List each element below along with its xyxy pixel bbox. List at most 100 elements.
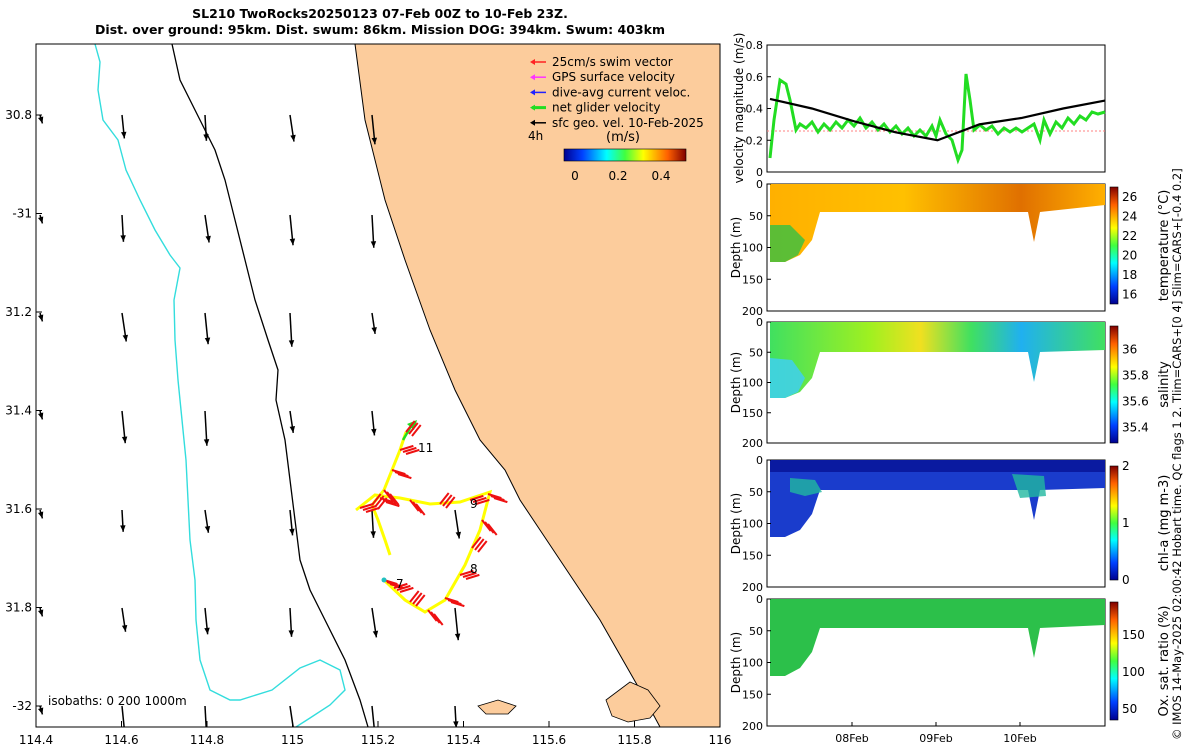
map-xtick-label: 114.4 — [19, 733, 53, 747]
temperature-panel: 0 50 100 150 200 Depth (m) — [729, 178, 1106, 318]
geo-vector-head — [288, 630, 294, 637]
geo-vector-head — [371, 428, 377, 436]
chla-max-layer — [790, 474, 1046, 498]
time-xtick-label: 10Feb — [1003, 732, 1036, 745]
swim-vector — [415, 503, 426, 516]
swim-vector — [444, 597, 459, 604]
colorbar-tick-label: 0 — [1122, 573, 1130, 587]
speed-colorbar — [563, 148, 687, 162]
swim-vector — [469, 494, 484, 501]
chla-surface-layer — [770, 460, 1105, 472]
map-ytick-label: -32 — [12, 699, 32, 713]
swim-vector — [391, 469, 406, 476]
legend-swatch-head — [530, 89, 535, 96]
velocity-panel: 0 0.2 0.4 0.6 0.8 velocity magnitude (m/s) — [732, 33, 1106, 183]
map-xtick-label: 115.6 — [532, 733, 566, 747]
map-xtick-label: 115.8 — [617, 733, 651, 747]
geo-vector-head — [290, 134, 296, 142]
depth-ytick-label: 100 — [742, 377, 763, 390]
glider-track — [355, 420, 508, 626]
geo-vector — [121, 705, 125, 727]
isobath-1000m — [94, 44, 346, 727]
swim-vector — [430, 611, 441, 624]
geo-vector-head — [289, 528, 295, 536]
salinity-panel: 0 50 100 150 200 Depth (m) — [729, 316, 1106, 450]
swim-vector — [475, 498, 490, 505]
colorbar-tick-label: 35.6 — [1122, 394, 1149, 408]
depth-ytick-label: 0 — [756, 178, 763, 191]
colorbar-tick-label: 24 — [1122, 209, 1137, 223]
geo-vector-head — [204, 627, 210, 635]
map-xtick-label: 116 — [709, 733, 732, 747]
depth-ytick-label: 50 — [749, 486, 763, 499]
geo-vector — [204, 705, 207, 727]
geo-vector-head — [370, 531, 376, 538]
geo-vector-head — [372, 630, 379, 638]
swim-vector — [408, 422, 419, 435]
swim-vector — [415, 594, 426, 607]
depth-ytick-label: 100 — [742, 242, 763, 255]
velocity-ytick-label: 0 — [756, 166, 763, 179]
swim-vector — [383, 489, 394, 502]
swim-vector — [471, 536, 482, 549]
swim-vector — [412, 501, 423, 514]
swim-vector — [459, 569, 474, 576]
legend-swatch-head — [530, 74, 535, 81]
geo-vector-head — [370, 241, 377, 248]
legend-label: net glider velocity — [552, 101, 660, 115]
depth-ytick-label: 200 — [742, 305, 763, 318]
temperature-section — [770, 184, 1105, 262]
geo-vector — [371, 705, 375, 727]
map-coastline — [354, 44, 661, 727]
temperature-cold-patch — [770, 225, 805, 262]
profile-panels: 0 0.2 0.4 0.6 0.8 velocity magnitude (m/s) 0… — [729, 33, 1172, 745]
swim-vector — [394, 471, 409, 478]
colorbar-tick-label: 50 — [1122, 702, 1137, 716]
geo-vector-head — [38, 609, 44, 617]
colorbar-tick-label: 150 — [1122, 628, 1145, 642]
map-ytick-label: 31.4 — [5, 404, 32, 418]
geo-vector-head — [121, 624, 128, 632]
colorbar-tick-label: 16 — [1122, 287, 1137, 301]
track-day-label: 7 — [396, 577, 404, 591]
colorbar-tick-label: 35.8 — [1122, 368, 1149, 382]
swim-vector — [450, 601, 465, 608]
geo-vector-head — [203, 134, 209, 141]
swim-vector — [359, 502, 374, 509]
swim-vector — [365, 506, 380, 513]
map-ytick-label: 31.2 — [5, 305, 32, 319]
figure-title: SL210 TwoRocks20250123 07-Feb 00Z to 10-… — [0, 6, 760, 38]
geo-vector-head — [371, 327, 377, 334]
swim-vector — [399, 444, 414, 451]
swim-vector — [493, 497, 508, 504]
swim-vector — [487, 523, 498, 536]
swim-vector — [405, 420, 416, 433]
depth-ytick-label: 150 — [742, 407, 763, 420]
swim-vector — [397, 473, 412, 480]
depth-ytick-label: 200 — [742, 581, 763, 594]
swim-vector — [412, 592, 423, 605]
map-xtick-label: 115.4 — [446, 733, 480, 747]
legend-label: GPS surface velocity — [552, 70, 675, 84]
swim-vectors — [359, 420, 508, 626]
map-land — [355, 44, 720, 727]
colorbar-tick-label: 0.2 — [608, 169, 627, 183]
geo-vector-head — [371, 137, 378, 145]
swim-vector — [396, 584, 411, 591]
geo-vector-head — [38, 412, 44, 420]
swim-vector — [433, 613, 444, 626]
colorbar-label: Ox. sat. ratio (%) — [1157, 606, 1172, 717]
swim-vector — [393, 582, 408, 589]
depth-ytick-label: 50 — [749, 210, 763, 223]
swim-vector — [386, 491, 397, 504]
swim-vector — [362, 504, 377, 511]
colorbar-tick-label: 0 — [571, 169, 579, 183]
geo-vector-head — [38, 116, 44, 124]
velocity-axes — [766, 44, 1106, 173]
depth-ytick-label: 0 — [756, 454, 763, 467]
geo-vector-head — [203, 439, 210, 446]
geo-vector-head — [204, 525, 211, 533]
legend-swatch-head — [530, 119, 535, 126]
